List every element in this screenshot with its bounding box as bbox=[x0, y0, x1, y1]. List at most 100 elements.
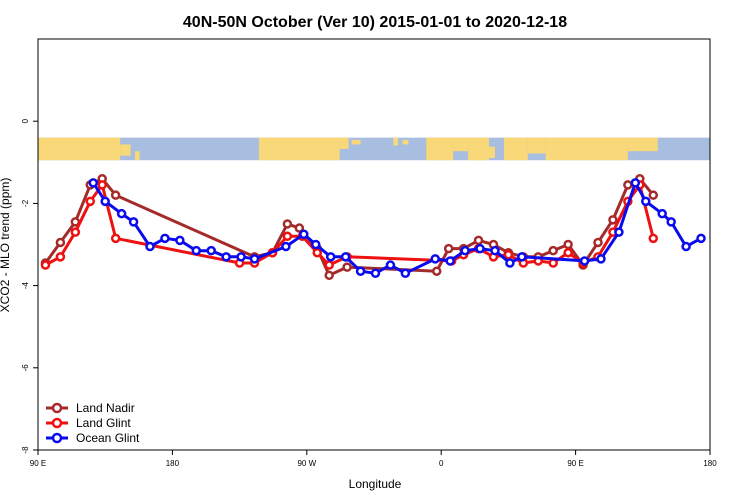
series-layer bbox=[40, 173, 706, 281]
data-point bbox=[324, 270, 334, 281]
map-land bbox=[38, 137, 121, 161]
data-point bbox=[249, 254, 260, 264]
data-point bbox=[548, 245, 558, 256]
data-point bbox=[475, 243, 485, 254]
data-point bbox=[563, 247, 573, 258]
legend-swatch-marker bbox=[51, 432, 63, 444]
y-tick-label: 0 bbox=[21, 118, 30, 123]
data-point bbox=[145, 241, 155, 252]
data-point bbox=[517, 252, 527, 262]
data-point bbox=[563, 239, 573, 250]
x-axis-label: Longitude bbox=[349, 477, 402, 491]
data-point bbox=[623, 180, 633, 190]
data-point bbox=[206, 245, 216, 256]
map-land bbox=[135, 151, 140, 161]
x-tick-label: 0 bbox=[439, 459, 444, 468]
data-point bbox=[548, 258, 558, 268]
data-point bbox=[116, 208, 127, 219]
data-point bbox=[191, 245, 202, 256]
map-land bbox=[426, 137, 454, 161]
data-point bbox=[100, 196, 110, 207]
legend-item: Land Nadir bbox=[46, 401, 135, 415]
data-point bbox=[110, 190, 121, 200]
data-point bbox=[630, 178, 641, 188]
data-point bbox=[324, 260, 334, 270]
data-point bbox=[160, 233, 170, 244]
data-point bbox=[641, 196, 651, 207]
data-point bbox=[312, 247, 323, 258]
y-tick-label: -8 bbox=[21, 446, 30, 454]
data-point bbox=[400, 268, 411, 279]
x-tick-label: 90 E bbox=[567, 459, 583, 468]
data-point bbox=[503, 250, 514, 260]
data-point bbox=[236, 252, 246, 262]
plot-frame bbox=[37, 38, 711, 451]
series-land-nadir bbox=[40, 173, 659, 281]
data-point bbox=[299, 229, 309, 239]
data-point bbox=[282, 219, 293, 229]
map-land bbox=[627, 137, 658, 152]
data-point bbox=[431, 266, 442, 276]
data-point bbox=[657, 208, 667, 219]
data-point bbox=[596, 254, 606, 264]
legend-item: Ocean Glint bbox=[46, 431, 140, 445]
data-point bbox=[281, 241, 291, 252]
data-point bbox=[648, 233, 659, 244]
data-point bbox=[666, 217, 676, 227]
map-land bbox=[351, 139, 361, 145]
y-tick-label: -4 bbox=[21, 281, 30, 289]
y-axis-label: XCO2 - MLO trend (ppm) bbox=[0, 178, 12, 313]
legend-item: Land Glint bbox=[46, 416, 131, 430]
data-point bbox=[460, 245, 470, 256]
map-land bbox=[527, 137, 546, 154]
data-point bbox=[648, 190, 659, 200]
legend-label: Land Glint bbox=[76, 416, 131, 430]
data-point bbox=[614, 227, 624, 237]
data-point bbox=[445, 256, 455, 266]
data-point bbox=[355, 266, 366, 276]
data-point bbox=[70, 227, 81, 237]
map-land bbox=[503, 137, 528, 161]
data-point bbox=[385, 260, 396, 270]
data-point bbox=[128, 217, 139, 227]
map-land bbox=[402, 139, 409, 145]
data-point bbox=[505, 258, 515, 268]
data-point bbox=[593, 237, 603, 248]
data-point bbox=[443, 243, 454, 254]
data-point bbox=[608, 215, 618, 225]
data-point bbox=[110, 233, 121, 244]
legend-swatch-marker bbox=[51, 402, 63, 414]
x-tick-label: 90 W bbox=[297, 459, 316, 468]
series-ocean-glint bbox=[88, 178, 706, 279]
map-land bbox=[488, 146, 495, 158]
data-point bbox=[85, 196, 96, 207]
y-tick-label: -2 bbox=[21, 199, 30, 207]
legend-label: Ocean Glint bbox=[76, 431, 140, 445]
chart-title: 40N-50N October (Ver 10) 2015-01-01 to 2… bbox=[183, 14, 567, 31]
data-point bbox=[282, 231, 293, 242]
map-land bbox=[468, 137, 489, 161]
x-tick-label: 180 bbox=[703, 459, 717, 468]
x-tick-label: 180 bbox=[166, 459, 180, 468]
data-point bbox=[430, 254, 440, 264]
map-land bbox=[120, 144, 131, 156]
data-point bbox=[370, 268, 381, 279]
data-point bbox=[294, 223, 305, 233]
legend-swatch-marker bbox=[51, 417, 63, 429]
y-axis: 0 -2 -4 -6 -8 bbox=[21, 118, 38, 454]
map-land bbox=[393, 137, 398, 146]
legend-label: Land Nadir bbox=[76, 401, 135, 415]
data-point bbox=[473, 235, 484, 246]
map-strip bbox=[38, 137, 710, 161]
data-point bbox=[342, 262, 352, 272]
map-land bbox=[545, 137, 628, 161]
data-point bbox=[325, 252, 336, 262]
y-tick-label: -6 bbox=[21, 364, 30, 372]
data-point bbox=[55, 237, 66, 248]
x-tick-label: 90 E bbox=[30, 459, 46, 468]
data-point bbox=[221, 252, 231, 262]
data-point bbox=[97, 180, 107, 190]
data-point bbox=[311, 239, 321, 250]
